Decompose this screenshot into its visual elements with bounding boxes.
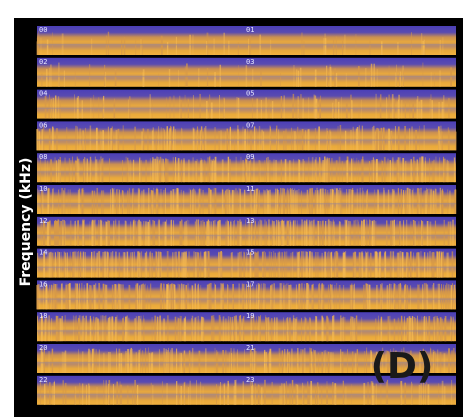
spectrogram-strip: 10 11	[37, 185, 457, 214]
row-label: 16	[39, 280, 47, 288]
strip-band	[37, 75, 456, 78]
row-label: 12	[39, 217, 47, 225]
strip-band	[37, 234, 456, 237]
panel-label: (D)	[371, 346, 434, 387]
row-label: 17	[246, 280, 254, 288]
row-label: 20	[39, 344, 47, 352]
strip-band	[37, 266, 456, 269]
strip-band	[37, 393, 456, 396]
spectrogram-strip: 12 13	[37, 216, 456, 246]
strip-band	[37, 298, 456, 300]
row-label: 01	[246, 26, 254, 34]
strip-background	[37, 57, 456, 87]
row-label: 04	[39, 90, 47, 98]
row-label: 00	[39, 26, 47, 34]
row-label: 14	[39, 249, 47, 257]
strip-background	[37, 312, 456, 342]
spectrogram-strip: 22 23	[37, 375, 456, 405]
strip-band	[37, 202, 456, 205]
row-label: 07	[246, 121, 254, 129]
spectrogram-strip: 18 19	[37, 312, 456, 342]
row-label: 13	[246, 217, 254, 225]
spectrogram-strip: 06 07	[36, 121, 457, 151]
strip-background	[37, 121, 456, 151]
spectrogram-strip: 14 15	[37, 248, 456, 278]
spectrogram-strip: 00 01	[36, 26, 456, 55]
row-label: 21	[246, 344, 254, 352]
row-label: 09	[246, 153, 254, 161]
spectrogram-strip: 02 03	[37, 57, 456, 87]
row-label: 23	[246, 376, 254, 384]
row-label: 03	[246, 58, 254, 66]
strip-band	[37, 330, 456, 332]
strip-band	[37, 361, 456, 364]
row-label: 08	[39, 153, 47, 161]
strip-band	[37, 171, 456, 173]
row-label: 06	[39, 121, 47, 129]
row-label: 02	[39, 58, 47, 66]
row-label: 19	[246, 312, 254, 320]
strip-band	[37, 43, 456, 46]
spectrogram-strip: 16 17	[36, 280, 456, 310]
strip-band	[37, 139, 456, 141]
row-label: 15	[246, 249, 254, 257]
row-label: 11	[246, 185, 254, 193]
row-label: 05	[246, 90, 254, 98]
strip-background	[37, 344, 456, 373]
row-label: 22	[39, 376, 47, 384]
row-label: 18	[39, 312, 47, 320]
y-axis-label: Frequency (kHz)	[18, 158, 34, 287]
spectrogram-strip: 20 21	[37, 344, 456, 373]
row-label: 10	[39, 185, 47, 193]
strip-background	[37, 185, 456, 214]
spectrogram-strip: 04 05	[37, 89, 456, 119]
strip-band	[37, 107, 456, 110]
spectrogram-strip: 08 09	[37, 153, 456, 183]
